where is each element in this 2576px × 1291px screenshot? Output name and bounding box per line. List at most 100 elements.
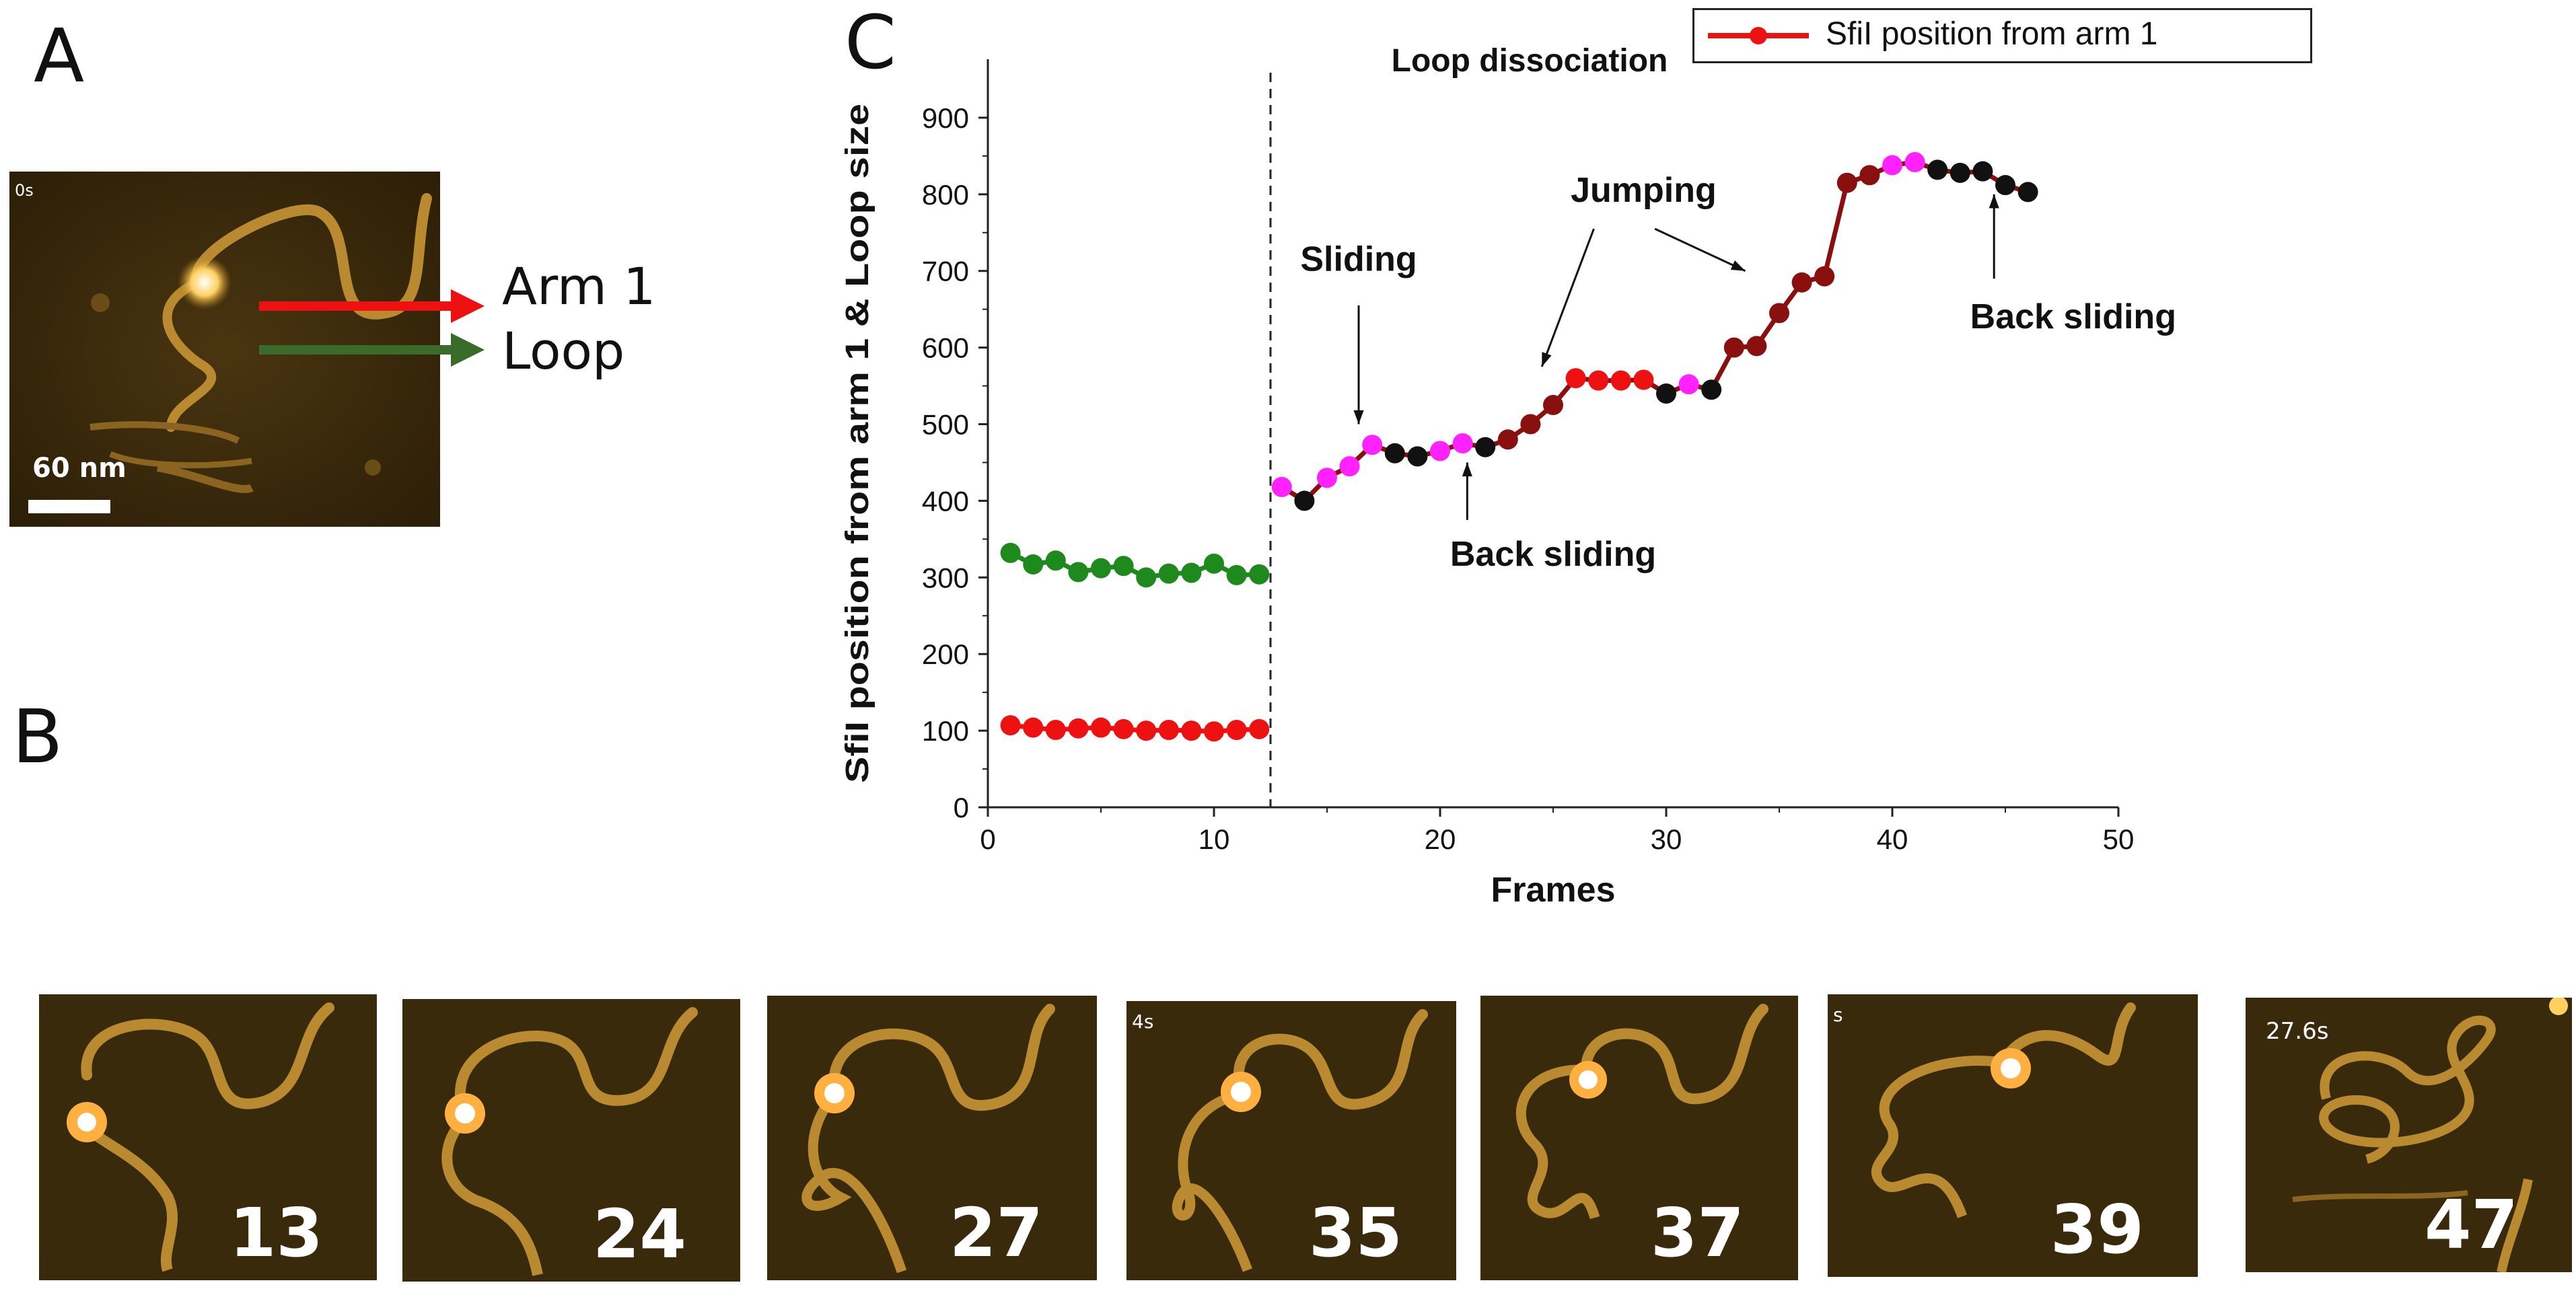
panel-label-b: B <box>12 694 63 780</box>
data-point <box>1023 717 1044 738</box>
jumping-arrow-1 <box>1540 228 1595 367</box>
data-point <box>1859 165 1880 186</box>
sliding-arrow-head <box>1353 410 1364 425</box>
frame-number: 47 <box>2424 1185 2518 1264</box>
frame-time: s <box>1833 1004 1843 1026</box>
data-point <box>1113 556 1134 577</box>
jumping-arrow-2-head <box>1730 260 1746 271</box>
panel-label-c: C <box>845 0 896 85</box>
data-point <box>1045 550 1066 571</box>
data-point <box>1136 721 1157 741</box>
frame-image: 27.6s 47 <box>2246 998 2572 1272</box>
legend-swatch <box>1708 27 1809 44</box>
frame-image-39-graphic <box>1828 994 2198 1277</box>
annotation-label: Jumping <box>1571 171 1717 210</box>
data-point <box>1158 719 1179 740</box>
frame-number: 27 <box>949 1193 1043 1272</box>
data-point <box>1610 370 1631 391</box>
frame-number: 24 <box>592 1195 686 1274</box>
frame-time: 4s <box>1132 1010 1154 1033</box>
data-point <box>1678 374 1699 395</box>
frame-image-13-graphic <box>40 994 376 1280</box>
y-tick-label: 200 <box>922 638 969 670</box>
frame-time: 27.6s <box>2266 1018 2329 1045</box>
data-point <box>1475 437 1496 457</box>
y-tick-label: 100 <box>922 715 969 747</box>
data-point <box>1565 368 1586 389</box>
data-point <box>1701 379 1722 400</box>
panel-label-a: A <box>34 13 85 99</box>
y-tick-label: 400 <box>922 485 969 517</box>
data-point <box>1384 443 1405 464</box>
data-point <box>1204 553 1224 574</box>
scale-bar-label: 60 nm <box>32 453 127 484</box>
time-label: 0s <box>15 181 34 200</box>
data-point <box>1430 441 1450 462</box>
data-point <box>1068 562 1089 583</box>
y-tick-label: 700 <box>922 256 969 287</box>
data-point <box>1023 554 1044 575</box>
data-point <box>1543 395 1563 416</box>
y-tick-label: 500 <box>922 409 969 441</box>
loop-arrow-head <box>451 333 485 367</box>
annotation-label: Sliding <box>1300 240 1417 279</box>
frame-image: 37 <box>1480 996 1798 1280</box>
frame-image: 13 <box>39 994 377 1280</box>
x-tick-label: 0 <box>980 823 995 855</box>
data-point <box>1588 370 1609 391</box>
frame-number: 35 <box>1308 1193 1402 1272</box>
data-point <box>1181 721 1202 741</box>
data-point <box>1362 435 1383 455</box>
data-point <box>1520 414 1541 435</box>
data-point <box>1113 718 1134 739</box>
annotation-label: Back sliding <box>1970 297 2176 336</box>
y-tick-label: 600 <box>922 332 969 364</box>
frame-image-27-graphic <box>767 996 1097 1280</box>
frame-image: 4s 35 <box>1126 1001 1456 1280</box>
data-point <box>1091 717 1111 738</box>
data-point <box>1995 175 2015 196</box>
data-point <box>1181 562 1202 583</box>
frame-image-24-graphic <box>403 999 740 1282</box>
data-point <box>1136 567 1157 588</box>
legend: SfiI position from arm 1 <box>1692 8 2312 63</box>
data-point <box>1949 162 1970 183</box>
data-point <box>1769 303 1789 324</box>
data-point <box>1271 476 1292 497</box>
data-point <box>1204 721 1224 742</box>
x-tick-label: 40 <box>1877 823 1908 855</box>
dissociation-label: Loop dissociation <box>1392 43 1668 79</box>
data-point <box>1045 719 1066 740</box>
jumping-arrow-1-head <box>1542 352 1552 367</box>
data-point <box>1746 336 1767 357</box>
frame-image: s 39 <box>1828 994 2198 1277</box>
legend-label: SfiI position from arm 1 <box>1826 16 2158 52</box>
back-sliding-arrow-1-head <box>1462 462 1472 477</box>
data-point <box>1000 542 1021 563</box>
data-point <box>2017 182 2038 202</box>
frame-image-37-graphic <box>1480 996 1798 1280</box>
frame-number: 37 <box>1650 1193 1744 1272</box>
data-point <box>1656 383 1676 404</box>
data-point <box>1249 718 1270 739</box>
data-point <box>1882 155 1902 176</box>
data-point <box>1497 429 1518 450</box>
data-point <box>1226 719 1247 740</box>
data-point <box>1091 558 1111 579</box>
series-line <box>1280 159 2029 504</box>
data-point <box>1633 369 1654 390</box>
y-tick-label: 300 <box>922 562 969 593</box>
data-point <box>1294 490 1315 511</box>
arm1-label: Arm 1 <box>502 256 656 316</box>
x-tick-label: 20 <box>1425 823 1456 855</box>
data-point <box>1927 159 1948 180</box>
annotation-label: Back sliding <box>1450 535 1656 574</box>
data-point <box>1972 161 1993 182</box>
scale-bar <box>28 500 110 513</box>
y-tick-label: 800 <box>922 179 969 211</box>
frame-image-47-graphic <box>2246 998 2572 1272</box>
frame-image-35-graphic <box>1126 1001 1456 1280</box>
data-point <box>1068 718 1089 739</box>
data-point <box>1814 266 1835 287</box>
back-sliding-arrow-2-head <box>1989 194 1999 209</box>
